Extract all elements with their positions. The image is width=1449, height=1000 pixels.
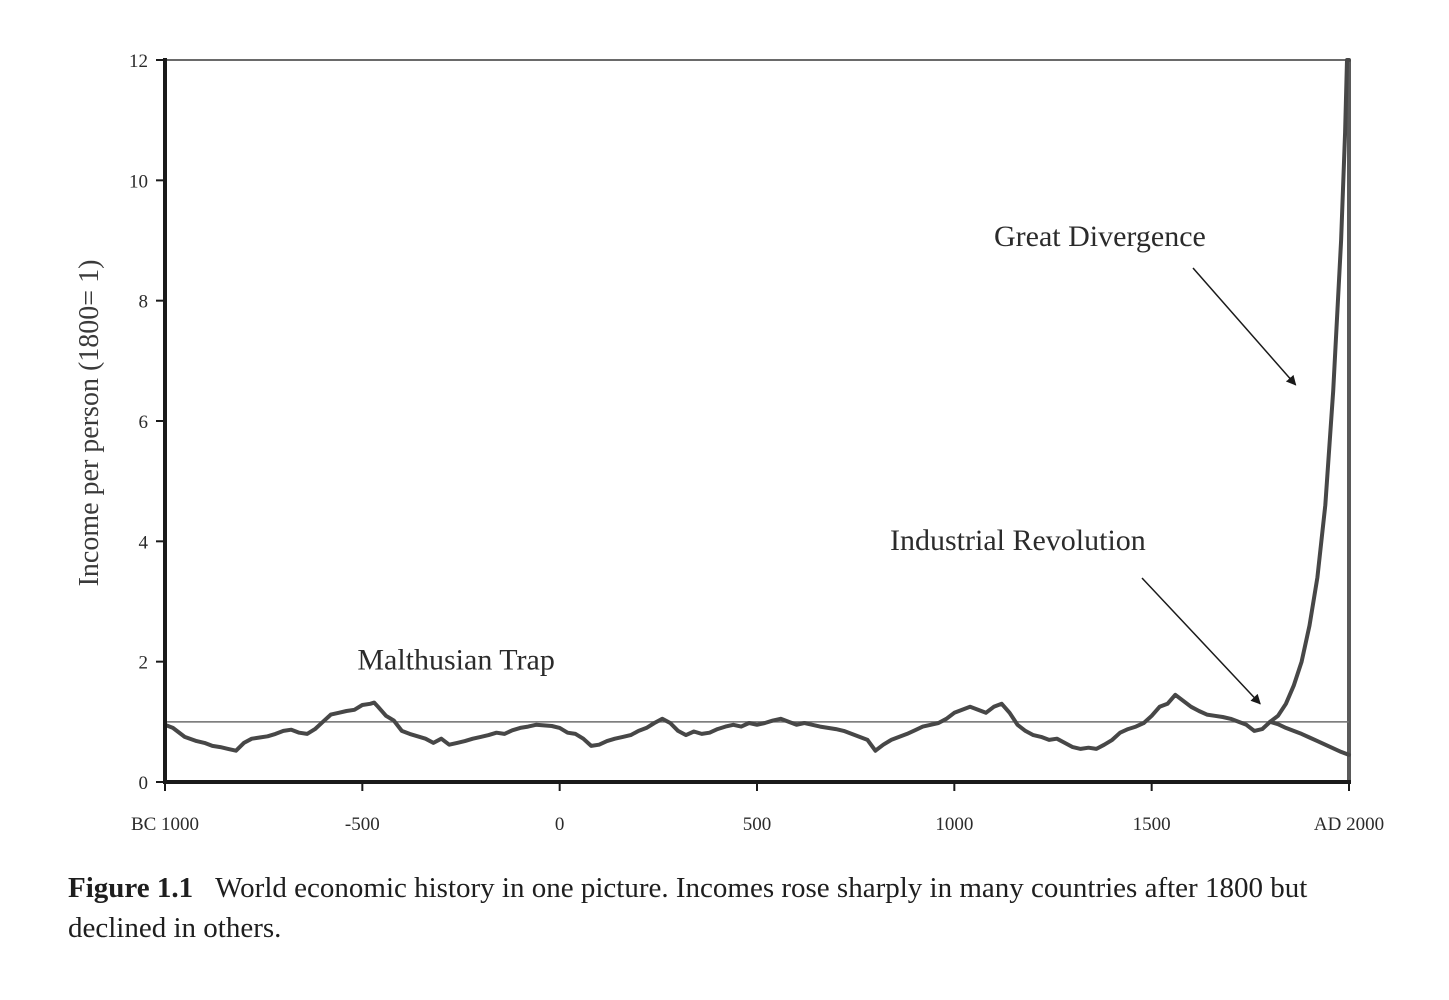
x-tick-label: AD 2000: [1314, 814, 1384, 835]
x-tick-label: 1000: [935, 814, 973, 835]
annotation-great-divergence: Great Divergence: [994, 220, 1206, 253]
arrow-industrial-revolution: [1141, 577, 1261, 705]
arrow-great-divergence: [1192, 267, 1297, 386]
figure-caption: Figure 1.1 World economic history in one …: [68, 868, 1378, 948]
y-tick-label: 0: [139, 773, 149, 794]
x-tick-label: 500: [743, 814, 772, 835]
y-tick-label: 12: [129, 51, 148, 72]
figure-label: Figure 1.1: [68, 872, 194, 904]
series-layer: [163, 58, 1351, 757]
y-tick-label: 4: [139, 532, 149, 553]
axis-layer: 0 2 4 6 8 10 12 BC 1000 -500 0 500 1000 1500 AD 2000: [129, 51, 1384, 835]
annotation-layer: Malthusian Trap Industrial Revolution Grea…: [357, 220, 1297, 705]
figure-caption-text: World economic history in one picture. I…: [68, 872, 1308, 944]
plot-frame: [165, 59, 1351, 782]
y-tick-label: 10: [129, 171, 148, 192]
annotation-industrial-revolution: Industrial Revolution: [890, 524, 1146, 557]
x-tick-label: 1500: [1133, 814, 1171, 835]
x-tick-label: -500: [345, 814, 380, 835]
x-tick-label: 0: [555, 814, 565, 835]
y-tick-label: 2: [139, 653, 149, 674]
series-line-great-divergence-rise: [1268, 58, 1351, 724]
y-tick-label: 6: [139, 412, 149, 433]
y-tick-label: 8: [139, 292, 149, 313]
x-tick-label: BC 1000: [131, 814, 199, 835]
series-line-decline: [1268, 719, 1351, 757]
y-axis-label: Income per person (1800= 1): [74, 260, 105, 587]
series-line-pre-1800: [163, 692, 1273, 753]
annotation-malthusian-trap: Malthusian Trap: [357, 644, 555, 677]
